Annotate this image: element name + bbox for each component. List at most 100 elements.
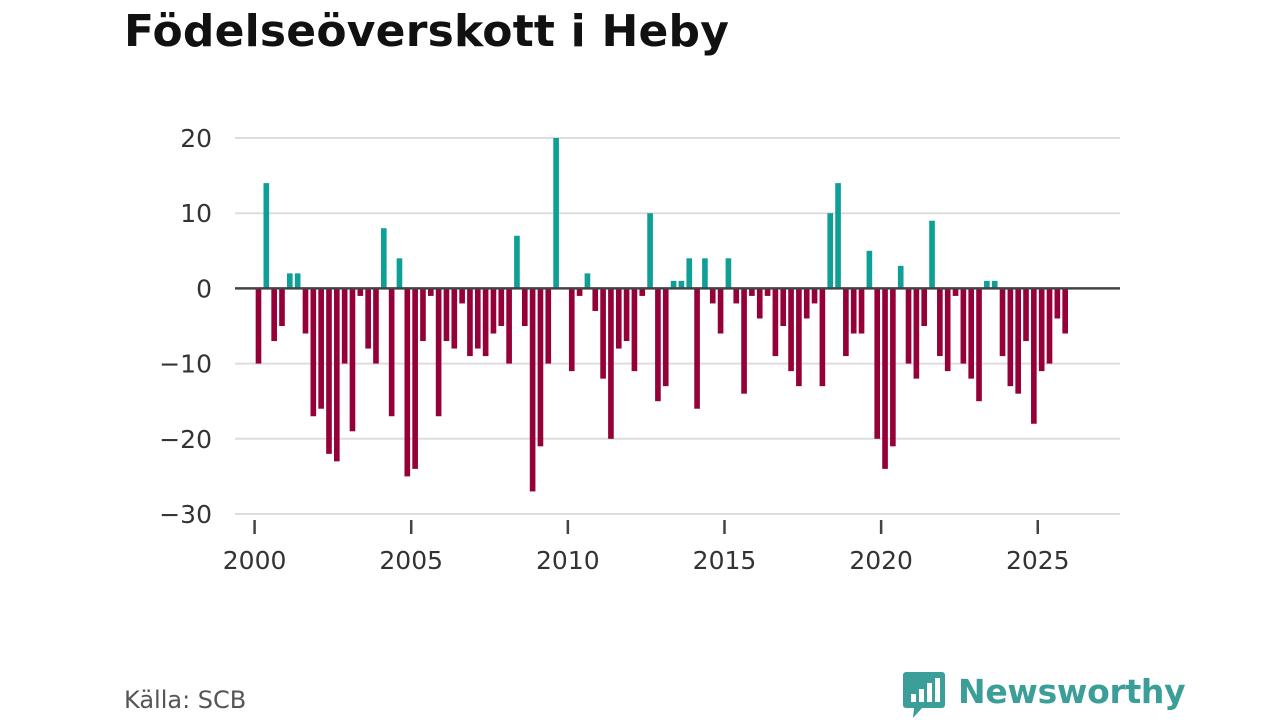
bar xyxy=(827,213,834,289)
bar xyxy=(373,288,379,364)
bar xyxy=(725,258,732,289)
bar xyxy=(451,288,458,349)
bar xyxy=(772,288,779,357)
x-tick-label: 2000 xyxy=(223,546,287,575)
bar xyxy=(1007,288,1014,387)
bar xyxy=(608,288,614,439)
y-tick-label: 10 xyxy=(180,199,212,228)
bar xyxy=(780,288,787,326)
bar xyxy=(811,288,818,304)
bar xyxy=(843,288,849,357)
bar xyxy=(341,288,348,364)
bar xyxy=(976,288,982,402)
bar xyxy=(921,288,928,326)
bar xyxy=(796,288,802,387)
bar xyxy=(349,288,356,432)
bar xyxy=(709,288,716,304)
bar xyxy=(326,288,332,454)
bar xyxy=(615,288,622,349)
bar xyxy=(686,258,693,289)
bar xyxy=(984,280,990,289)
source-note: Källa: SCB xyxy=(124,686,247,714)
bar xyxy=(1015,288,1022,394)
bar xyxy=(459,288,465,304)
bar xyxy=(1038,288,1045,372)
bar xyxy=(1031,288,1037,424)
bar xyxy=(882,288,888,469)
bar xyxy=(592,288,599,311)
bar xyxy=(529,288,536,492)
bar xyxy=(263,183,270,289)
bar xyxy=(420,288,426,342)
bar xyxy=(287,273,293,289)
bar xyxy=(733,288,740,304)
bar xyxy=(388,288,395,417)
bar xyxy=(302,288,309,334)
y-tick-label: 0 xyxy=(196,274,212,303)
bar xyxy=(749,288,755,296)
bar xyxy=(443,288,450,342)
bar xyxy=(427,288,434,296)
bar xyxy=(568,288,575,372)
bar xyxy=(255,288,262,364)
bar xyxy=(756,288,763,319)
bar xyxy=(271,288,277,342)
bar xyxy=(584,273,591,289)
bar xyxy=(694,288,700,409)
bar xyxy=(647,213,653,289)
bar xyxy=(944,288,951,372)
bar xyxy=(490,288,497,334)
bar xyxy=(365,288,371,349)
bar xyxy=(1062,288,1068,334)
bar xyxy=(702,258,708,289)
bar xyxy=(717,288,724,334)
bar xyxy=(905,288,912,364)
bar xyxy=(380,228,387,289)
x-tick-label: 2010 xyxy=(536,546,600,575)
bar xyxy=(1054,288,1061,319)
bar xyxy=(357,288,364,296)
bar xyxy=(874,288,881,439)
bar-chart-speech-bubble-icon xyxy=(903,672,945,718)
bar xyxy=(788,288,794,372)
bar xyxy=(631,288,638,372)
bar xyxy=(678,280,685,289)
bar xyxy=(897,265,904,289)
bar xyxy=(435,288,442,417)
bar xyxy=(553,138,559,289)
bar xyxy=(639,288,646,296)
bar xyxy=(521,288,528,326)
bar xyxy=(819,288,826,387)
bar xyxy=(396,258,403,289)
bar xyxy=(1046,288,1053,364)
bar xyxy=(968,288,975,379)
bar xyxy=(662,288,669,387)
bar xyxy=(545,288,552,364)
bar xyxy=(294,273,301,289)
bar xyxy=(310,288,317,417)
y-tick-label: 20 xyxy=(180,124,212,153)
bar xyxy=(412,288,418,469)
bar xyxy=(498,288,505,326)
bar xyxy=(858,288,865,334)
bar xyxy=(835,183,841,289)
y-tick-label: −20 xyxy=(159,425,212,454)
x-tick-label: 2020 xyxy=(849,546,913,575)
bar xyxy=(937,288,943,357)
bar xyxy=(764,288,771,296)
x-tick-label: 2015 xyxy=(693,546,757,575)
bar xyxy=(929,220,935,289)
bar xyxy=(952,288,959,296)
bar xyxy=(991,280,998,289)
bar xyxy=(866,250,873,289)
bar xyxy=(655,288,661,402)
bar xyxy=(913,288,920,379)
x-tick-label: 2025 xyxy=(1006,546,1070,575)
bar xyxy=(537,288,544,447)
brand-name: Newsworthy xyxy=(958,672,1186,711)
bar xyxy=(623,288,630,342)
bar xyxy=(960,288,967,364)
bar xyxy=(467,288,473,357)
